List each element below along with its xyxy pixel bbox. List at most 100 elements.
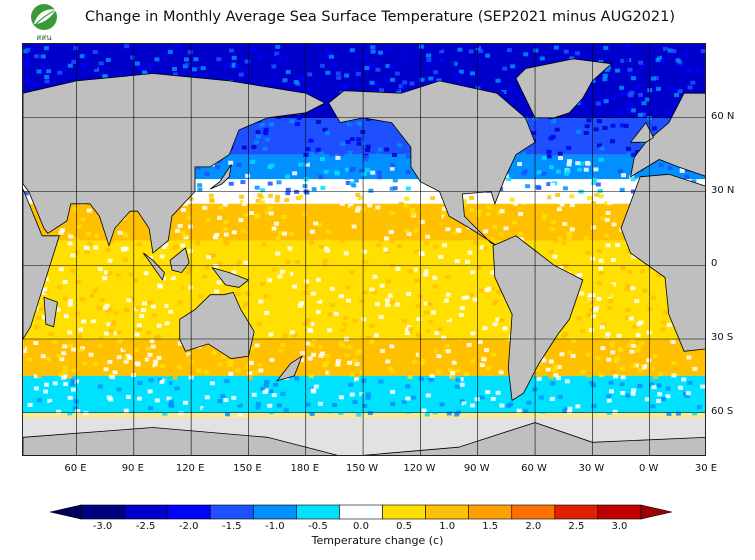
sst-cell — [257, 55, 263, 60]
sst-cell — [538, 395, 544, 400]
sst-cell — [529, 384, 535, 389]
sst-cell — [124, 356, 130, 361]
sst-cell — [223, 398, 229, 403]
sst-cell — [599, 106, 605, 111]
sst-cell — [174, 386, 180, 391]
sst-cell — [308, 49, 314, 54]
sst-cell — [325, 370, 331, 375]
sst-cell — [378, 50, 383, 55]
sst-cell — [254, 185, 260, 190]
sst-cell — [649, 382, 655, 387]
sst-cell — [264, 137, 270, 142]
sst-cell — [269, 316, 274, 321]
sst-cell — [503, 174, 509, 179]
sst-cell — [259, 122, 265, 127]
sst-cell — [445, 292, 451, 297]
sst-cell — [74, 250, 80, 255]
sst-cell — [36, 328, 42, 333]
sst-cell — [518, 211, 524, 216]
sst-cell — [552, 197, 558, 202]
sst-cell — [195, 237, 201, 242]
sst-cell — [657, 392, 663, 397]
sst-cell — [615, 68, 620, 73]
sst-cell — [329, 152, 335, 157]
sst-cell — [590, 277, 596, 282]
sst-cell — [482, 326, 488, 331]
sst-cell — [319, 63, 325, 68]
sst-cell — [282, 162, 287, 167]
sst-cell — [465, 308, 471, 313]
sst-cell — [565, 169, 571, 174]
sst-cell — [566, 231, 572, 236]
sst-cell — [603, 45, 609, 50]
sst-cell — [644, 397, 650, 402]
sst-cell — [653, 375, 659, 379]
sst-cell — [189, 298, 194, 303]
sst-cell — [228, 226, 234, 231]
sst-cell — [492, 224, 498, 229]
sst-cell — [686, 404, 692, 409]
sst-cell — [335, 91, 341, 96]
sst-cell — [111, 320, 117, 325]
sst-cell — [335, 71, 341, 76]
sst-cell — [599, 325, 605, 330]
sst-cell — [586, 352, 592, 357]
sst-cell — [577, 167, 583, 172]
sst-cell — [79, 54, 85, 59]
sst-cell — [458, 312, 464, 317]
sst-cell — [163, 303, 169, 308]
sst-cell — [554, 127, 560, 132]
sst-cell — [443, 216, 449, 221]
sst-cell — [325, 50, 331, 55]
sst-cell — [494, 206, 500, 211]
sst-cell — [203, 365, 209, 370]
sst-cell — [112, 370, 118, 375]
sst-cell — [213, 264, 219, 269]
sst-cell — [265, 328, 271, 333]
sst-cell — [389, 300, 395, 304]
sst-cell — [679, 354, 684, 359]
sst-cell — [418, 44, 424, 49]
sst-cell — [399, 331, 404, 336]
sst-cell — [392, 153, 397, 157]
sst-cell — [354, 374, 360, 379]
sst-cell — [527, 65, 533, 70]
sst-cell — [97, 287, 103, 291]
sst-cell — [55, 348, 61, 353]
sst-cell — [445, 316, 451, 321]
sst-cell — [574, 51, 580, 56]
sst-cell — [424, 310, 430, 315]
sst-cell — [284, 198, 290, 202]
sst-cell — [700, 49, 705, 54]
sst-cell — [25, 47, 31, 52]
landmass-madagascar — [43, 296, 58, 328]
sst-cell — [569, 56, 575, 61]
sst-cell — [556, 365, 562, 369]
sst-cell — [142, 70, 147, 75]
sst-cell — [216, 215, 222, 220]
sst-cell — [521, 171, 527, 176]
sst-cell — [606, 293, 612, 298]
sst-cell — [591, 314, 596, 319]
sst-cell — [617, 347, 623, 351]
sst-cell — [468, 292, 474, 297]
colorbar-tick-label: 0.0 — [353, 521, 369, 532]
sst-cell — [627, 343, 633, 348]
sst-cell — [231, 230, 237, 235]
sst-cell — [495, 309, 501, 314]
longitude-label: 90 E — [121, 463, 144, 474]
sst-cell — [238, 388, 244, 393]
sst-cell — [627, 72, 633, 77]
sst-cell — [679, 63, 685, 68]
sst-cell — [352, 318, 358, 323]
sst-cell — [228, 160, 234, 165]
sst-cell — [466, 342, 472, 347]
sst-cell — [245, 173, 251, 178]
sst-cell — [281, 360, 287, 365]
sst-cell — [288, 271, 294, 276]
sst-cell — [683, 51, 689, 56]
sst-cell — [185, 62, 190, 67]
sst-cell — [484, 288, 490, 292]
sst-cell — [258, 299, 264, 304]
sst-cell — [621, 173, 626, 178]
